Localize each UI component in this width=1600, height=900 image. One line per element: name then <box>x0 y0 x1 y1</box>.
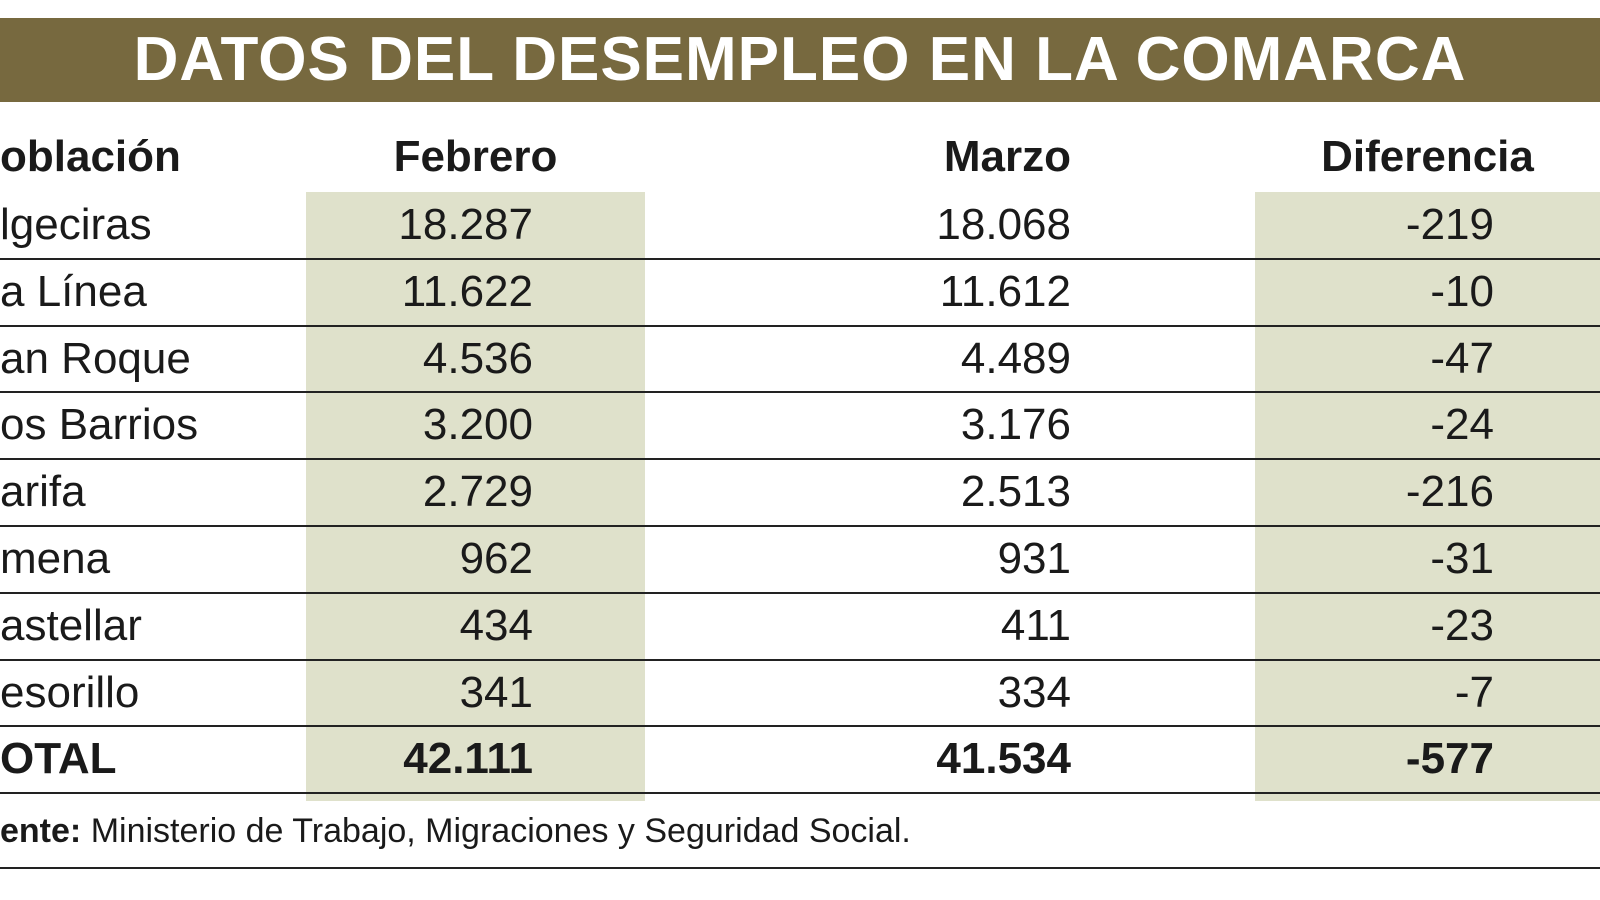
cell-value: 4.536 <box>422 333 533 383</box>
row-rule <box>0 324 1600 327</box>
column-header: Febrero <box>393 132 558 181</box>
source-label: ente: <box>0 812 82 850</box>
cell-value: -23 <box>1430 600 1494 650</box>
cell-value: 411 <box>1000 600 1071 650</box>
cell-value: -47 <box>1430 333 1494 383</box>
source: ente: Ministerio de Trabajo, Migraciones… <box>0 812 911 851</box>
cell-value: 2.513 <box>960 467 1071 517</box>
total-rule <box>0 792 1600 795</box>
column-header: Marzo <box>943 132 1071 181</box>
row-rule <box>0 725 1600 728</box>
column-shade <box>306 192 645 801</box>
row-label: os Barrios <box>0 400 199 450</box>
cell-value: 3.176 <box>960 400 1071 450</box>
total-label: OTAL <box>0 734 117 784</box>
cell-value: 4.489 <box>960 333 1071 383</box>
row-rule <box>0 591 1600 594</box>
cell-value: 18.068 <box>936 200 1071 249</box>
row-rule <box>0 658 1600 661</box>
column-header: oblación <box>0 132 181 181</box>
total-value: 41.534 <box>936 734 1071 784</box>
cell-value: 11.612 <box>939 266 1071 316</box>
cell-value: 962 <box>459 534 533 583</box>
row-label: lgeciras <box>0 200 152 249</box>
row-rule <box>0 458 1600 461</box>
column-header: Diferencia <box>1321 132 1534 181</box>
source-text: Ministerio de Trabajo, Migraciones y Seg… <box>90 812 911 850</box>
title-band <box>0 18 1600 102</box>
cell-value: 931 <box>997 534 1071 583</box>
cell-value: 334 <box>997 667 1071 717</box>
column-shade <box>1255 192 1600 801</box>
cell-value: 3.200 <box>422 400 533 450</box>
row-label: esorillo <box>0 667 140 717</box>
row-label: a Línea <box>0 266 147 316</box>
cell-value: 341 <box>459 667 533 717</box>
total-value: -577 <box>1405 734 1494 784</box>
cell-value: 2.729 <box>422 467 533 517</box>
row-label: an Roque <box>0 333 191 383</box>
total-value: 42.111 <box>403 734 533 784</box>
cell-value: -31 <box>1430 534 1494 583</box>
cell-value: -24 <box>1430 400 1494 450</box>
title: DATOS DEL DESEMPLEO EN LA COMARCA <box>133 25 1467 94</box>
row-label: mena <box>0 534 111 583</box>
cell-value: -7 <box>1454 667 1494 717</box>
cell-value: -216 <box>1405 467 1494 517</box>
footer-rule <box>0 867 1600 869</box>
cell-value: -10 <box>1430 266 1494 316</box>
cell-value: 11.622 <box>401 266 533 316</box>
row-rule <box>0 257 1600 260</box>
row-rule <box>0 525 1600 527</box>
cell-value: -219 <box>1405 200 1494 249</box>
cell-value: 18.287 <box>398 200 533 249</box>
cell-value: 434 <box>459 600 533 650</box>
row-label: arifa <box>0 467 86 517</box>
row-label: astellar <box>0 600 142 650</box>
row-rule <box>0 391 1600 394</box>
